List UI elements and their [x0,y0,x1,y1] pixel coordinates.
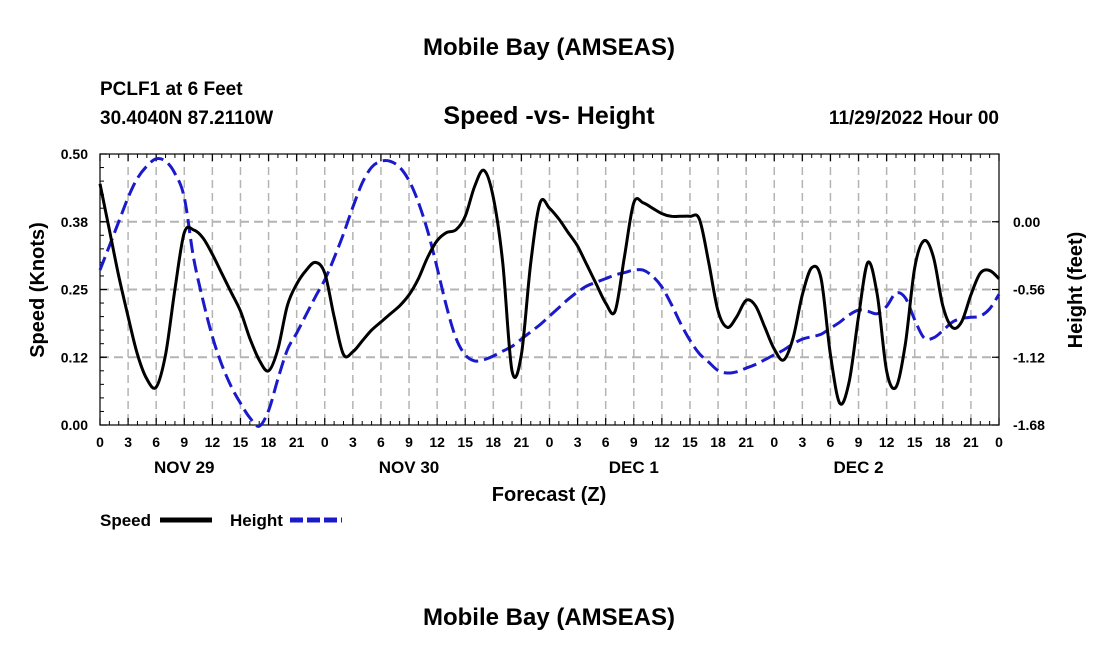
x-tick-label: 15 [907,434,923,450]
x-tick-label: 21 [963,434,979,450]
axis-ticks: 0 3 6 9 12 15 18 21 0 3 6 9 12 15 18 21 0 3 6 9 12 15 18 21 0 3 6 9… [61,146,1045,477]
x-tick-label: 21 [738,434,754,450]
x-tick-label: 18 [261,434,277,450]
y2-tick-label: -0.56 [1013,282,1045,298]
y-tick-label: 0.38 [61,214,88,230]
x-tick-label: 3 [349,434,357,450]
height-series-line [98,157,1001,428]
x-tick-label: 3 [574,434,582,450]
chart-title: Speed -vs- Height [443,102,655,130]
x-tick-label: 6 [377,434,385,450]
day-label: NOV 29 [154,458,214,477]
grid [100,154,999,425]
x-tick-label: 0 [96,434,104,450]
x-tick-label: 21 [289,434,305,450]
day-label: DEC 2 [833,458,883,477]
y-tick-label: 0.50 [61,146,88,162]
x-tick-label: 9 [855,434,863,450]
x-tick-label: 9 [180,434,188,450]
day-label: DEC 1 [609,458,659,477]
y-tick-label: 0.00 [61,417,88,433]
x-tick-label: 0 [770,434,778,450]
legend: Speed Height [100,511,342,530]
x-tick-label: 15 [682,434,698,450]
x-axis-label: Forecast (Z) [492,484,606,506]
x-tick-label: 6 [602,434,610,450]
x-tick-label: 3 [798,434,806,450]
legend-height-label: Height [230,511,283,530]
x-tick-label: 12 [429,434,445,450]
x-tick-label: 3 [124,434,132,450]
footer-title: Mobile Bay (AMSEAS) [423,604,675,631]
x-tick-label: 0 [546,434,554,450]
main-title: Mobile Bay (AMSEAS) [423,34,675,61]
day-label: NOV 30 [379,458,439,477]
y2-tick-label: 0.00 [1013,214,1040,230]
y-tick-label: 0.25 [61,282,88,298]
x-tick-label: 15 [233,434,249,450]
x-tick-label: 0 [321,434,329,450]
coords-label: 30.4040N 87.2110W [100,108,273,129]
x-tick-label: 6 [152,434,160,450]
speed-series-line [98,168,1001,406]
y2-tick-label: -1.68 [1013,417,1045,433]
x-tick-label: 12 [654,434,670,450]
x-tick-label: 18 [710,434,726,450]
y2-tick-label: -1.12 [1013,349,1045,365]
y2-axis-label: Height (feet) [1065,232,1087,349]
x-tick-label: 21 [514,434,530,450]
x-tick-label: 9 [630,434,638,450]
station-label: PCLF1 at 6 Feet [100,79,243,100]
x-tick-label: 0 [995,434,1003,450]
y-tick-label: 0.12 [61,349,88,365]
x-tick-label: 15 [457,434,473,450]
x-tick-label: 12 [205,434,221,450]
y-axis-label: Speed (Knots) [27,222,49,358]
legend-speed-label: Speed [100,511,151,530]
x-tick-label: 9 [405,434,413,450]
x-tick-label: 12 [879,434,895,450]
x-tick-label: 18 [486,434,502,450]
x-tick-label: 6 [827,434,835,450]
run-time-label: 11/29/2022 Hour 00 [829,108,999,129]
x-tick-label: 18 [935,434,951,450]
series-layer [98,157,1001,428]
